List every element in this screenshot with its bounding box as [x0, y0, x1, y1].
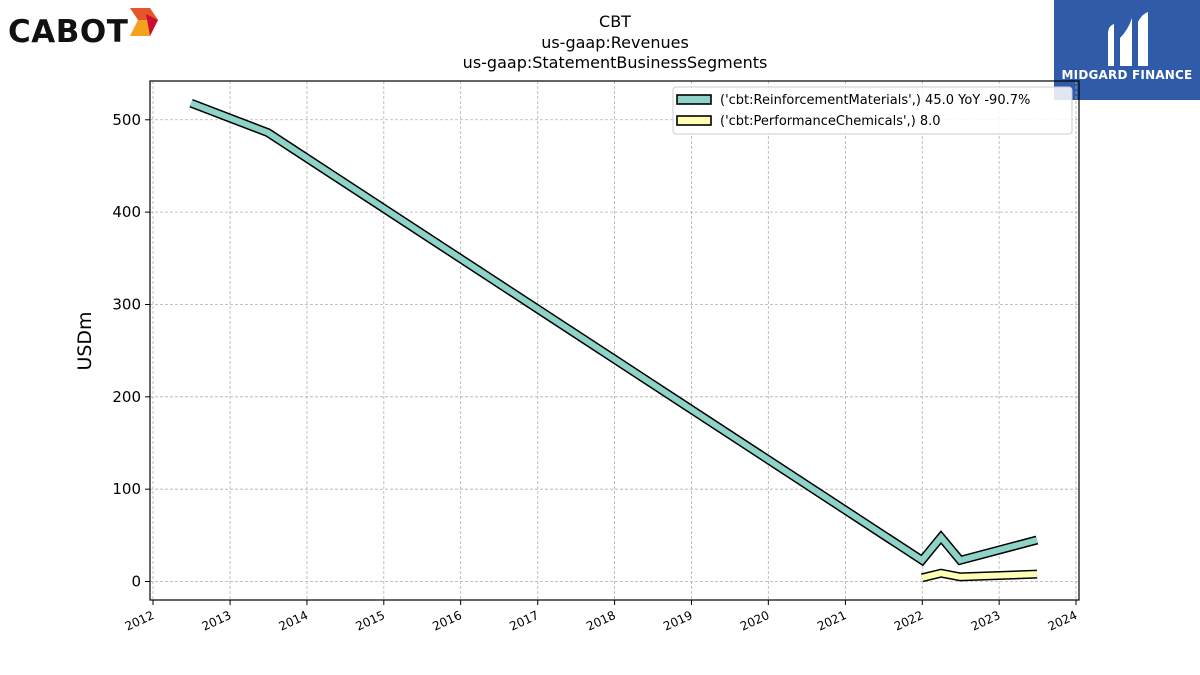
x-tick-label: 2014 — [277, 608, 311, 634]
cabot-logo-text: CABOT — [8, 14, 129, 50]
x-tick-label: 2019 — [661, 608, 695, 634]
x-tick-label: 2017 — [507, 608, 541, 634]
chart-subtitle-1: us-gaap:Revenues — [541, 33, 689, 52]
legend: ('cbt:ReinforcementMaterials',) 45.0 YoY… — [672, 86, 1073, 135]
x-tick-label: 2012 — [123, 608, 157, 634]
y-tick-label: 400 — [112, 203, 141, 221]
series-line-outline — [189, 98, 1039, 567]
y-axis-label: USDm — [74, 311, 96, 370]
series-line — [190, 100, 1038, 565]
y-tick-label: 200 — [112, 388, 141, 406]
y-tick-label: 0 — [131, 573, 141, 591]
x-tick-label: 2018 — [584, 608, 618, 634]
legend-box — [672, 86, 1073, 135]
midgard-mark-icon — [1108, 12, 1148, 66]
x-tick-label: 2023 — [969, 608, 1003, 634]
x-tick-label: 2022 — [892, 608, 926, 634]
x-tick-label: 2024 — [1046, 608, 1080, 634]
legend-label: ('cbt:ReinforcementMaterials',) 45.0 YoY… — [720, 93, 1030, 108]
legend-swatch — [676, 115, 712, 126]
x-tick-label: 2020 — [738, 608, 772, 634]
legend-label: ('cbt:PerformanceChemicals',) 8.0 — [720, 114, 941, 129]
y-tick-label: 100 — [112, 480, 141, 498]
chart-title: CBT — [599, 12, 631, 31]
series-line — [921, 570, 1038, 581]
legend-swatch — [676, 94, 712, 105]
x-tick-label: 2021 — [815, 608, 849, 634]
midgard-finance-watermark: MIDGARD FINANCE — [1054, 0, 1200, 100]
x-tick-label: 2015 — [353, 608, 387, 634]
x-tick-label: 2013 — [200, 608, 234, 634]
x-tick-label: 2016 — [430, 608, 464, 634]
chart-subtitle-2: us-gaap:StatementBusinessSegments — [463, 53, 768, 72]
cabot-logo-mark-icon — [130, 8, 158, 36]
cabot-logo: CABOT — [4, 4, 164, 50]
midgard-finance-label: MIDGARD FINANCE — [1061, 68, 1193, 82]
y-tick-label: 300 — [112, 295, 141, 313]
y-tick-label: 500 — [112, 111, 141, 129]
